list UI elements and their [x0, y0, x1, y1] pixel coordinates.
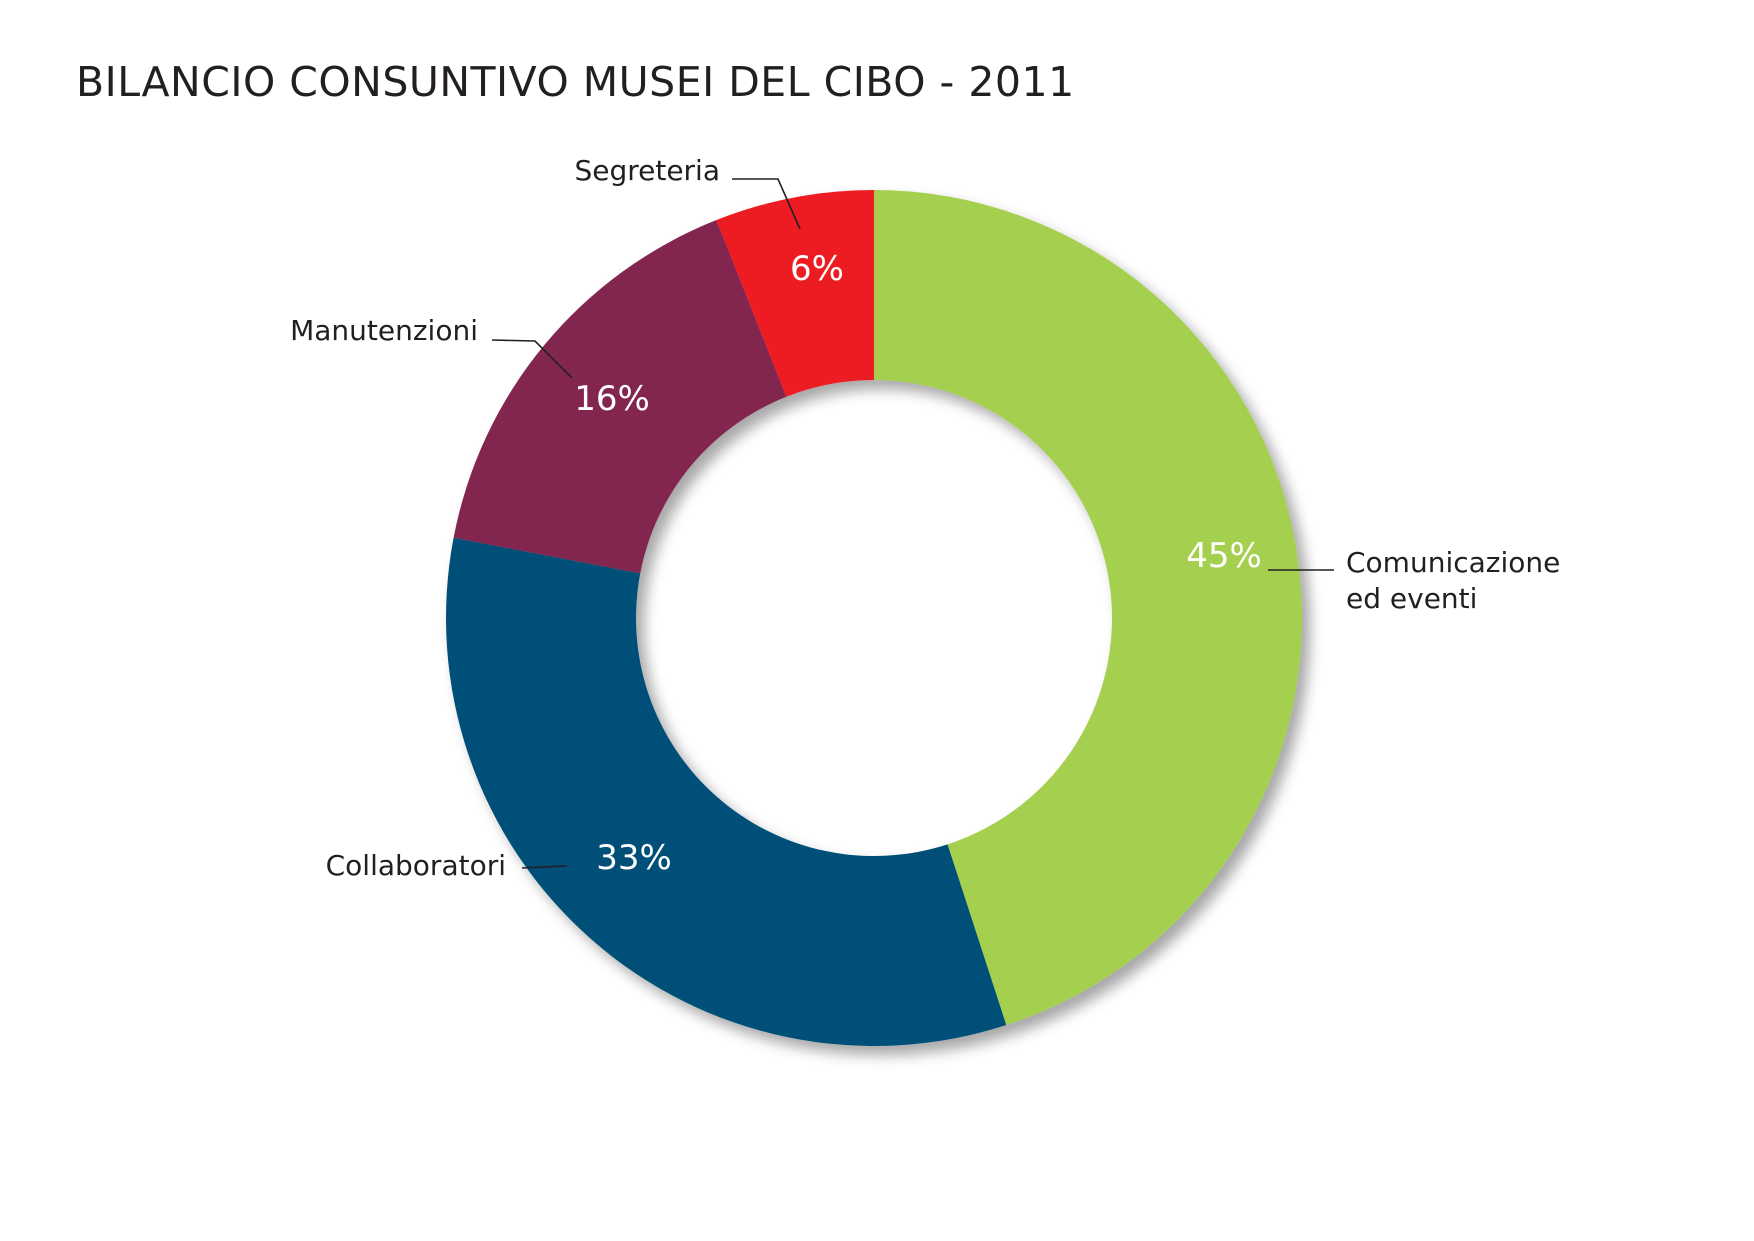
leader-line-segreteria — [732, 178, 801, 230]
leader-lines — [491, 178, 1334, 869]
leader-line-collaboratori — [521, 865, 568, 869]
category-label-collaboratori: Collaboratori — [326, 849, 506, 882]
slice-manutenzioni — [453, 220, 787, 574]
category-label-manutenzioni: Manutenzioni — [290, 314, 478, 347]
donut-slices — [446, 190, 1303, 1047]
slice-comunicazione-ed-eventi — [874, 190, 1303, 1026]
percent-label-manutenzioni: 16% — [574, 379, 650, 419]
category-label-segreteria: Segreteria — [574, 154, 720, 187]
category-label-comunicazione-ed-eventi: Comunicazione ed eventi — [1346, 546, 1560, 615]
percent-label-segreteria: 6% — [790, 249, 844, 289]
category-labels: Comunicazione ed eventi Collaboratori Manut… — [290, 154, 1560, 882]
chart-title: BILANCIO CONSUNTIVO MUSEI DEL CIBO - 201… — [76, 58, 1075, 106]
slice-collaboratori — [446, 537, 1007, 1047]
leader-line-manutenzioni — [491, 339, 573, 379]
percent-label-collaboratori: 33% — [596, 838, 672, 878]
percent-labels: 45% 33% 16% 6% — [574, 249, 1262, 878]
slice-segreteria — [716, 190, 874, 397]
percent-label-comunicazione-ed-eventi: 45% — [1186, 536, 1262, 576]
